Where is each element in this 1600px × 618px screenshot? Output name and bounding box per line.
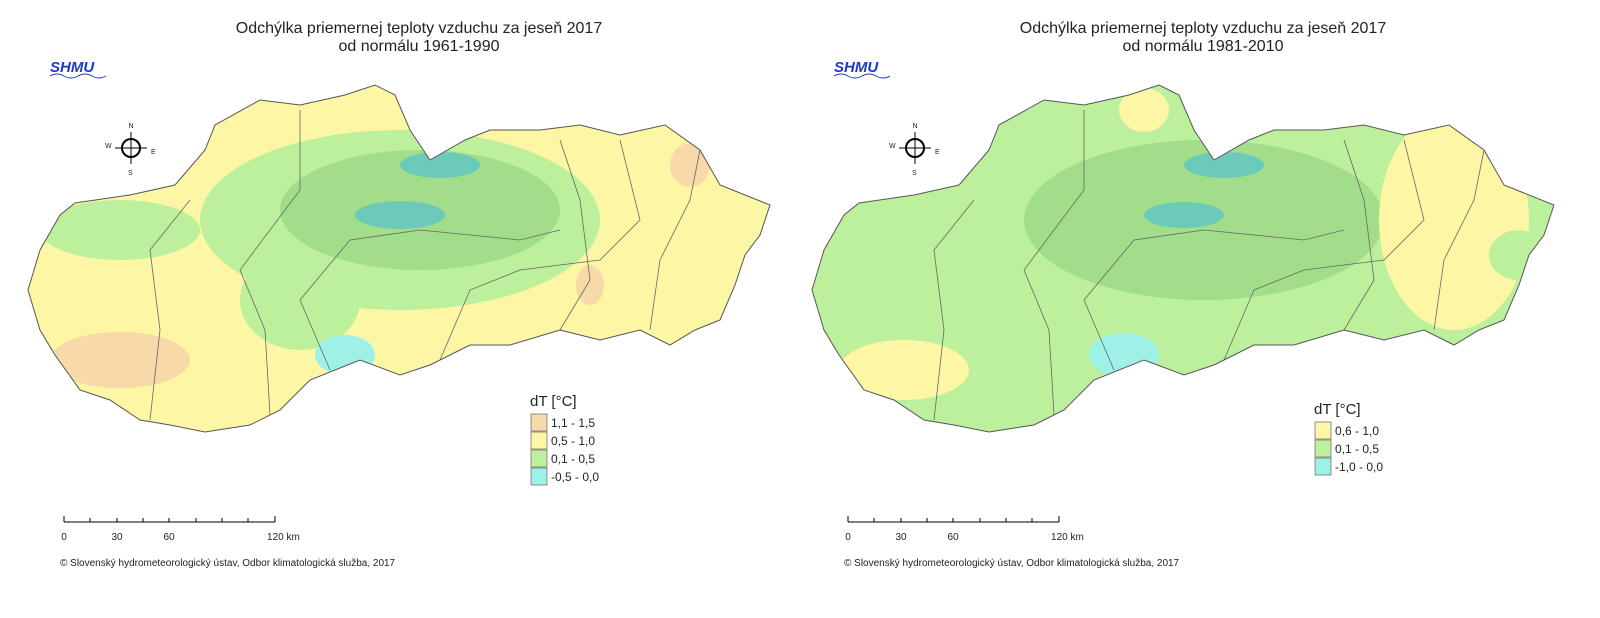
compass: N E S W xyxy=(105,123,156,177)
map-subtitle: od normálu 1981-2010 xyxy=(1122,38,1283,55)
legend-label: -0,5 - 0,0 xyxy=(551,470,599,484)
legend: dT [°C] 0,6 - 1,0 0,1 - 0,5 -1,0 - 0,0 xyxy=(1314,401,1383,476)
legend-swatch xyxy=(530,431,548,450)
legend-swatch xyxy=(1314,421,1332,440)
legend-label: -1,0 - 0,0 xyxy=(1335,460,1383,474)
legend-swatch xyxy=(530,467,548,486)
map-panel: Odchýlka priemernej teploty vzduchu za j… xyxy=(27,20,771,569)
scale-label: 0 xyxy=(61,532,67,543)
scale-label: 120 km xyxy=(1051,532,1084,543)
scale-label: 30 xyxy=(895,532,907,543)
map xyxy=(28,85,770,432)
scale-label: 30 xyxy=(111,532,123,543)
logo: SHMU xyxy=(50,59,95,76)
map-title: Odchýlka priemernej teploty vzduchu za j… xyxy=(236,20,603,37)
logo-waves xyxy=(833,73,891,79)
legend-swatch xyxy=(1314,457,1332,476)
scale-bar xyxy=(847,516,1060,523)
copyright: © Slovenský hydrometeorologický ústav, O… xyxy=(60,558,396,569)
compass-label: E xyxy=(935,149,940,156)
legend-label: 1,1 - 1,5 xyxy=(551,416,595,430)
legend-title: dT [°C] xyxy=(1314,401,1361,418)
compass-label: N xyxy=(128,123,133,130)
scale-label: 60 xyxy=(163,532,175,543)
map xyxy=(812,85,1554,432)
legend: dT [°C] 1,1 - 1,5 0,5 - 1,0 0,1 - 0,5 -0,5 … xyxy=(530,393,599,486)
legend-label: 0,1 - 0,5 xyxy=(1335,442,1379,456)
logo-waves xyxy=(49,73,107,79)
map-title: Odchýlka priemernej teploty vzduchu za j… xyxy=(1020,20,1387,37)
copyright: © Slovenský hydrometeorologický ústav, O… xyxy=(844,558,1180,569)
compass-label: E xyxy=(151,149,156,156)
scale-bar xyxy=(63,516,276,523)
legend-swatch xyxy=(1314,439,1332,458)
legend-swatch xyxy=(530,413,548,432)
legend-label: 0,1 - 0,5 xyxy=(551,452,595,466)
map-panel: Odchýlka priemernej teploty vzduchu za j… xyxy=(811,20,1555,569)
compass: N E S W xyxy=(889,123,940,177)
scale-label: 0 xyxy=(845,532,851,543)
compass-label: S xyxy=(128,170,133,177)
legend-label: 0,6 - 1,0 xyxy=(1335,424,1379,438)
scale-label: 120 km xyxy=(267,532,300,543)
map-subtitle: od normálu 1961-1990 xyxy=(338,38,499,55)
legend-title: dT [°C] xyxy=(530,393,577,410)
legend-swatch xyxy=(530,449,548,468)
compass-label: N xyxy=(912,123,917,130)
legend-label: 0,5 - 1,0 xyxy=(551,434,595,448)
compass-label: S xyxy=(912,170,917,177)
logo: SHMU xyxy=(834,59,879,76)
compass-label: W xyxy=(105,143,112,150)
compass-label: W xyxy=(889,143,896,150)
scale-label: 60 xyxy=(947,532,959,543)
